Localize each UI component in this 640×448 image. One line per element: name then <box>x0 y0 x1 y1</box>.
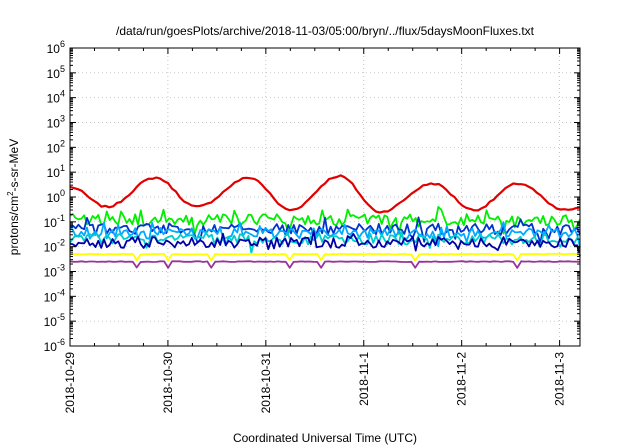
y-tick-label: 100 <box>47 188 65 205</box>
series-line-4 <box>69 230 581 255</box>
y-axis-label: protons/cm2-s-sr-MeV <box>6 139 21 255</box>
y-axis-label-unit: protons/cm <box>7 196 21 255</box>
x-tick-label: 2018-10-29 <box>63 352 77 414</box>
y-axis-label-rest: -s-sr-MeV <box>7 139 21 192</box>
series-line-6 <box>69 252 581 262</box>
x-tick-label: 2018-11-3 <box>553 352 567 406</box>
x-axis-label: Coordinated Universal Time (UTC) <box>233 431 417 445</box>
series-line-7 <box>69 260 581 269</box>
y-tick-label: 102 <box>47 138 65 155</box>
x-tick-label: 2018-11-2 <box>455 352 469 406</box>
y-tick-label: 104 <box>47 89 65 106</box>
series-line-5 <box>69 230 581 257</box>
plot-series <box>69 174 581 269</box>
y-tick-label: 10-2 <box>44 238 65 255</box>
y-tick-label: 101 <box>47 163 65 180</box>
y-tick-label: 10-3 <box>44 263 65 280</box>
y-tick-label: 10-6 <box>44 337 65 354</box>
series-line-0 <box>69 174 581 214</box>
x-tick-label: 2018-11-1 <box>357 352 371 406</box>
y-tick-label: 105 <box>47 64 65 81</box>
y-tick-label: 10-4 <box>44 287 65 304</box>
series-line-3 <box>69 221 581 248</box>
y-tick-label: 106 <box>47 39 65 56</box>
y-tick-label: 10-5 <box>44 312 65 329</box>
y-axis-label-exponent: 2 <box>6 191 15 196</box>
x-tick-label: 2018-10-30 <box>161 352 175 414</box>
series-line-2 <box>69 216 581 244</box>
y-axis-ticks: 10-6 10-5 10-4 10-3 10-2 10-1 100 101 102 103 104 1… <box>44 39 580 354</box>
grid <box>70 48 580 346</box>
y-tick-label: 103 <box>47 114 65 131</box>
chart-title: /data/run/goesPlots/archive/2018-11-03/0… <box>116 24 535 38</box>
y-tick-label: 10-1 <box>44 213 65 230</box>
x-axis-ticks: 2018-10-29 2018-10-30 2018-10-31 2018-11-1 2… <box>63 48 567 413</box>
x-tick-label: 2018-10-31 <box>259 352 273 414</box>
